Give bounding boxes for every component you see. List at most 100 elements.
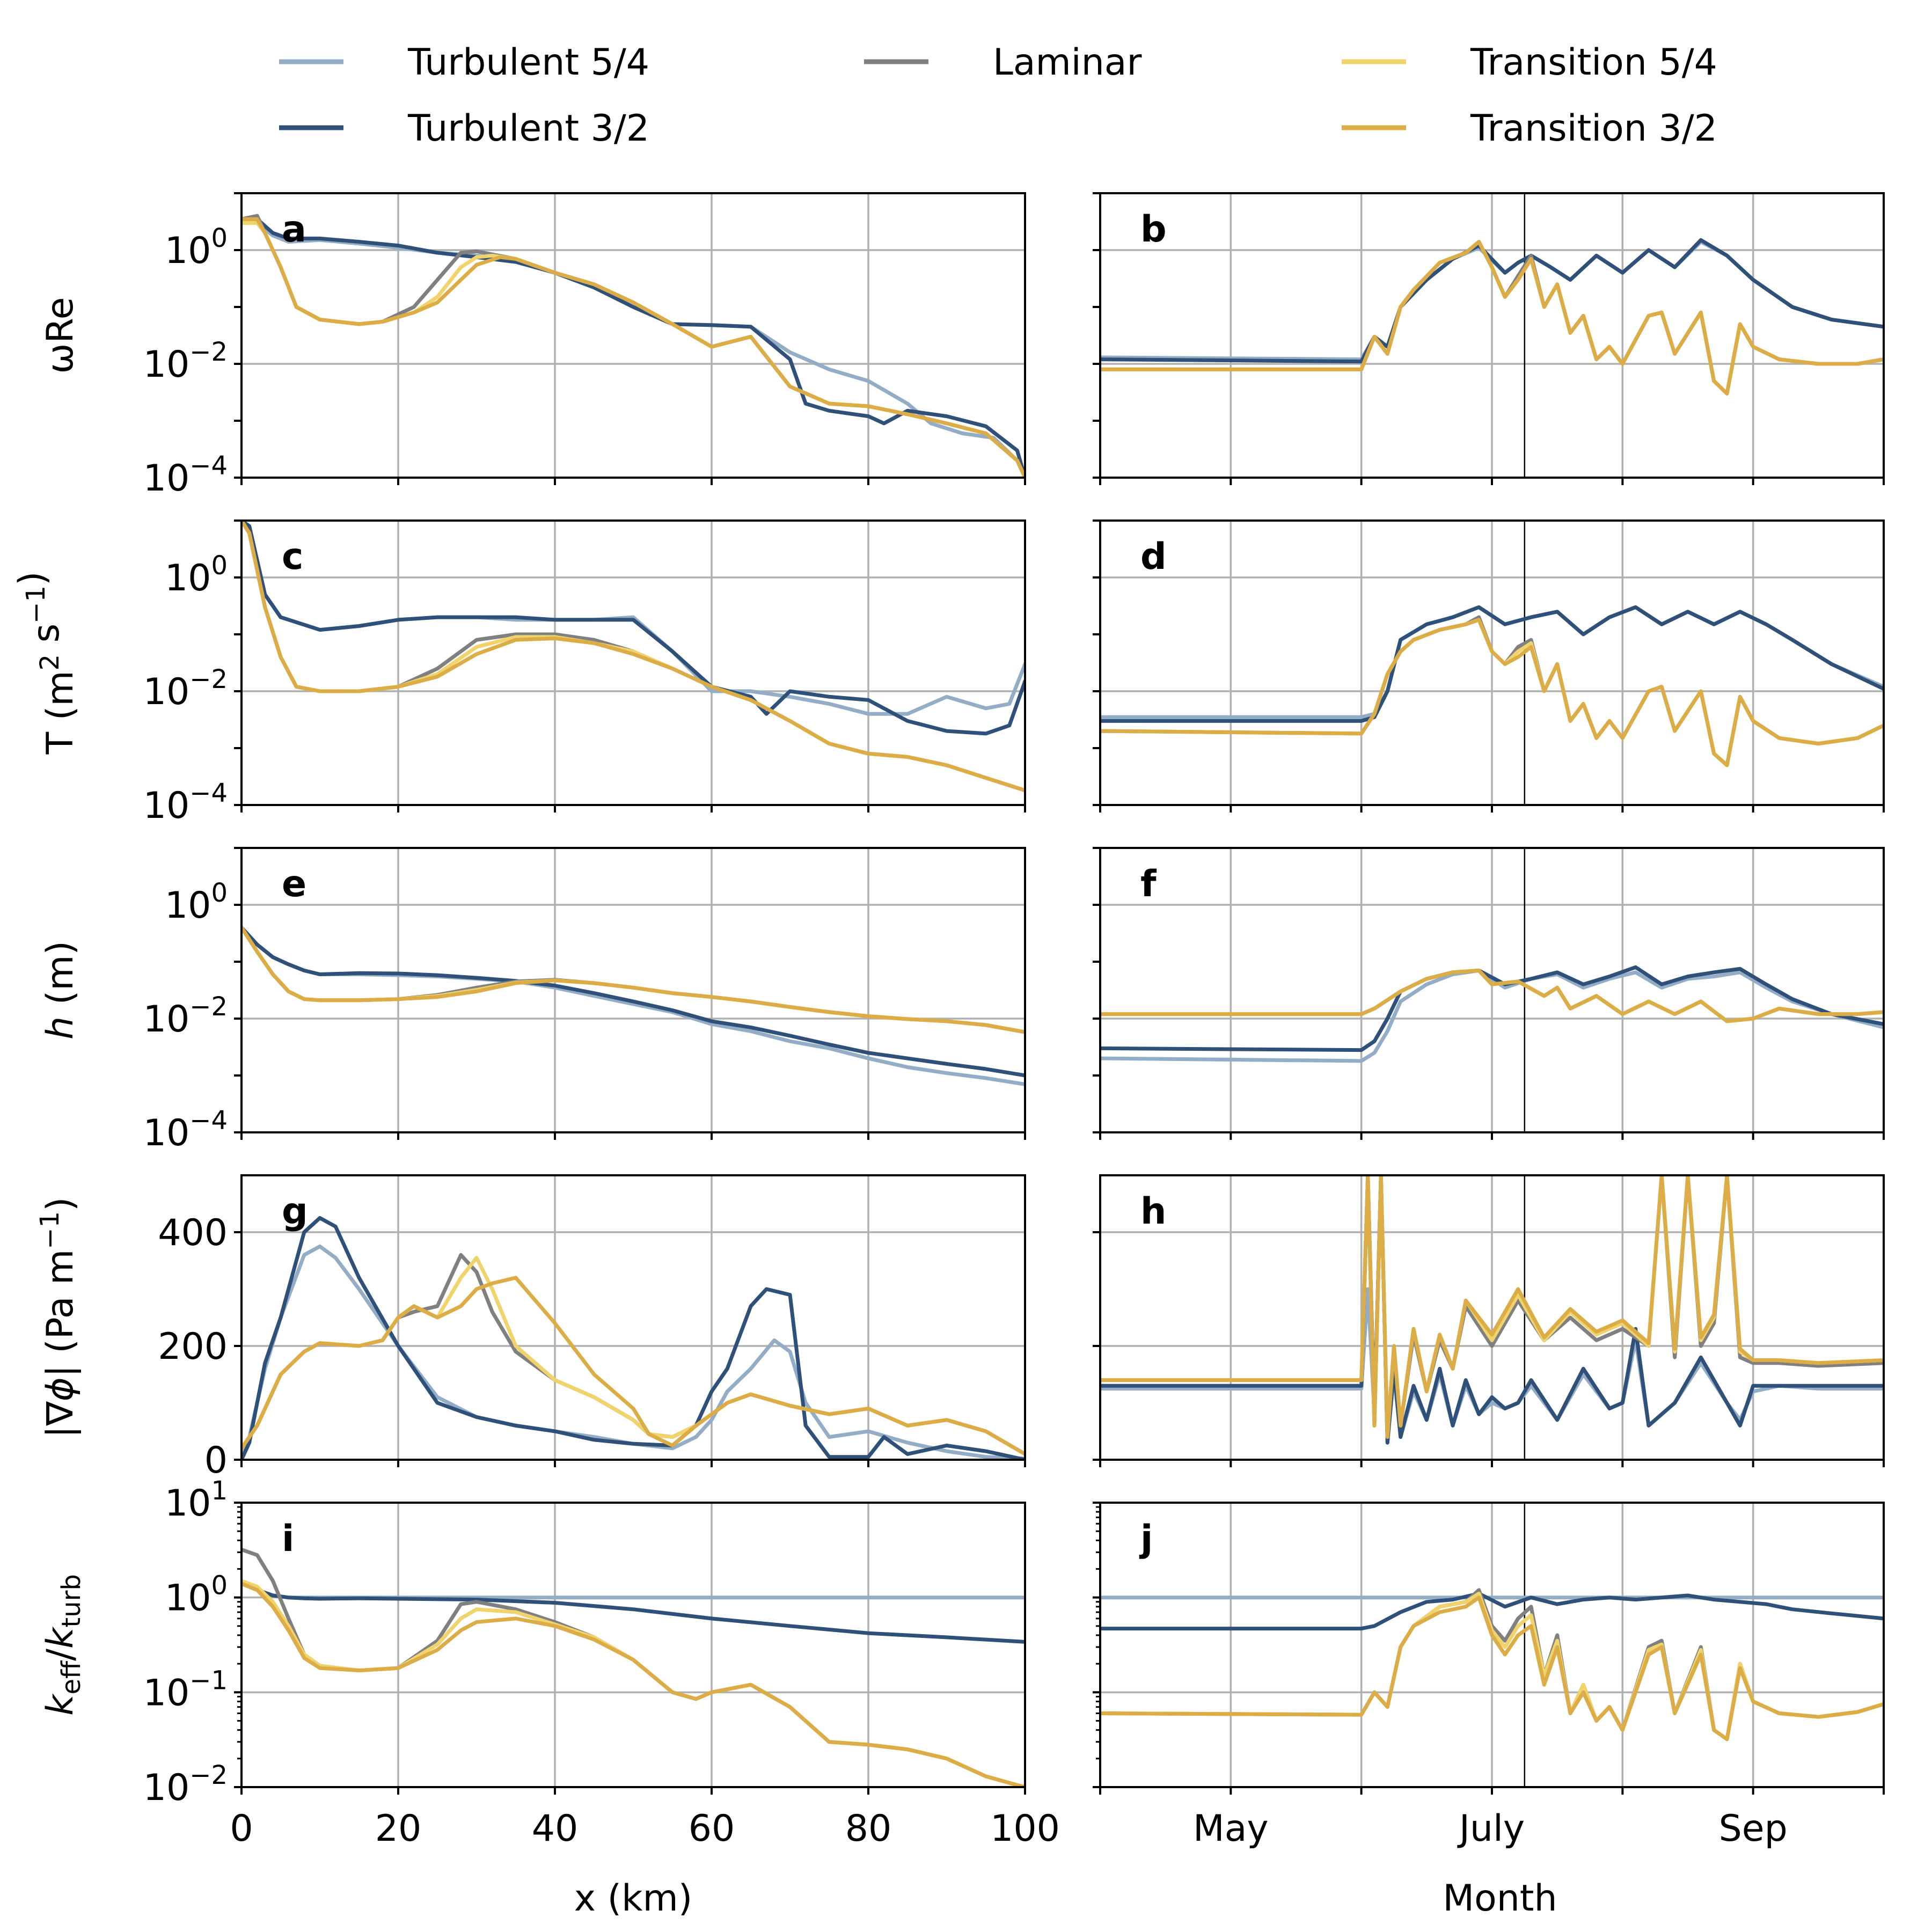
panels: ωRe T (m2 s−1) h (m) |∇ϕ| (Pa m−1) keff/ktur… [11, 192, 1885, 1850]
panel-label-b: b [1140, 208, 1167, 251]
series-turbulent-5-4 [241, 925, 1025, 1086]
series-transition-3-2 [1100, 1596, 1884, 1741]
y-tick-label: 100 [165, 1571, 228, 1620]
ticks [234, 192, 1026, 485]
ticks [1093, 1231, 1885, 1467]
y-tick-label: 10−2 [143, 1760, 228, 1809]
grid [1100, 193, 1884, 478]
series-turbulent-5-4 [241, 1579, 1025, 1600]
series-laminar [241, 1547, 1025, 1787]
series-group [241, 521, 1025, 793]
series-transition-3-2 [241, 521, 1025, 793]
series-transition-3-2 [241, 1582, 1025, 1787]
y-axis-title-row2: T (m2 s−1) [11, 572, 82, 755]
series-turbulent-3-2 [1100, 965, 1884, 1052]
y-tick-label: 10−4 [143, 451, 228, 500]
series-laminar [241, 214, 1025, 478]
panel-h: h [1093, 1174, 1885, 1467]
series-transition-3-2 [241, 1276, 1025, 1456]
panel-label-g: g [282, 1190, 308, 1233]
ticks [234, 519, 1026, 813]
ticks [1093, 519, 1885, 813]
x-tick-label: 20 [375, 1807, 422, 1850]
series-turbulent-3-2 [241, 521, 1025, 736]
y-tick-label: 0 [204, 1439, 228, 1482]
y-tick-label: 10−2 [143, 664, 228, 713]
series-group [241, 1547, 1025, 1787]
panel-f: f [1093, 847, 1885, 1140]
legend-label: Transition 5/4 [1470, 41, 1717, 84]
series-group [241, 925, 1025, 1086]
legend-entry-turbulent-3-2: Turbulent 3/2 [279, 107, 649, 150]
panel-label-a: a [282, 208, 306, 251]
legend-label: Laminar [993, 41, 1141, 84]
legend-entry-transition-5-4: Transition 5/4 [1342, 41, 1717, 84]
y-axis-title-row5: keff/kturb [39, 1574, 86, 1716]
panel-d: d [1093, 519, 1885, 813]
y-axis-title-row1: ωRe [39, 297, 82, 374]
panel-label-d: d [1140, 536, 1167, 578]
ticks [1093, 1502, 1885, 1795]
x-tick-label: Sep [1719, 1807, 1788, 1850]
series-turbulent-3-2 [241, 1582, 1025, 1644]
series-turbulent-3-2 [241, 925, 1025, 1078]
y-axis-title-row4: |∇ϕ| (Pa m−1) [35, 1197, 82, 1438]
y-tick-label: 100 [165, 223, 228, 272]
x-axis-title-left: x (km) [574, 1877, 693, 1920]
panel-label-j: j [1139, 1518, 1153, 1560]
legend-label: Turbulent 3/2 [407, 107, 649, 150]
series-transition-3-2 [241, 925, 1025, 1034]
series-turbulent-3-2 [241, 1216, 1025, 1460]
grid [1100, 848, 1884, 1132]
panel-j: j May July Sep [1093, 1502, 1885, 1850]
grid [241, 521, 1025, 805]
y-tick-label: 101 [165, 1476, 228, 1525]
panel-label-c: c [282, 536, 303, 578]
y-tick-label: 10−2 [143, 992, 228, 1041]
x-tick-label: July [1457, 1807, 1525, 1850]
series-group [1100, 1588, 1884, 1741]
plot-frame [240, 847, 1026, 1133]
series-group [241, 214, 1025, 478]
x-axis-title-right: Month [1443, 1877, 1557, 1920]
panel-i: 101 100 10−1 10−2 i 0 20 40 60 80 100 [143, 1476, 1060, 1850]
series-group [1100, 965, 1884, 1063]
legend-entry-turbulent-5-4: Turbulent 5/4 [279, 41, 649, 84]
plot-frame [240, 1502, 1026, 1788]
series-turbulent-5-4 [241, 521, 1025, 716]
legend-label: Transition 3/2 [1470, 107, 1717, 150]
axis-labels: x (km) Month [574, 1877, 1557, 1920]
series-turbulent-3-2 [1100, 1591, 1884, 1631]
ticks [1093, 192, 1885, 485]
panel-e: 100 10−2 10−4 e [143, 847, 1026, 1154]
y-tick-label: 10−2 [143, 337, 228, 386]
series-transition-3-2 [1100, 1175, 1884, 1439]
x-tick-label: May [1193, 1807, 1269, 1850]
legend-label: Turbulent 5/4 [407, 41, 649, 84]
series-transition-5-4 [241, 925, 1025, 1034]
series-transition-3-2 [1100, 240, 1884, 396]
plot-frame [240, 519, 1026, 806]
y-tick-label: 400 [158, 1212, 228, 1254]
x-tick-label: 40 [532, 1807, 579, 1850]
panel-b: b [1093, 192, 1885, 485]
y-axis-title-row3: h (m) [39, 941, 82, 1040]
grid [1100, 1175, 1884, 1460]
panel-c: 100 10−2 10−4 c [143, 519, 1026, 827]
series-group [1100, 605, 1884, 767]
series-transition-5-4 [241, 221, 1025, 478]
series-turbulent-3-2 [241, 217, 1025, 478]
ticks [234, 847, 1026, 1140]
ticks [234, 1231, 1026, 1467]
grid [241, 848, 1025, 1132]
x-tick-label: 0 [230, 1807, 253, 1850]
grid [1100, 521, 1884, 805]
panel-label-h: h [1140, 1190, 1166, 1233]
legend-entry-transition-3-2: Transition 3/2 [1342, 107, 1717, 150]
ticks [1093, 847, 1885, 1140]
series-transition-3-2 [1100, 618, 1884, 767]
panel-label-e: e [282, 863, 306, 905]
grid [241, 1503, 1025, 1787]
x-tick-label: 60 [689, 1807, 735, 1850]
